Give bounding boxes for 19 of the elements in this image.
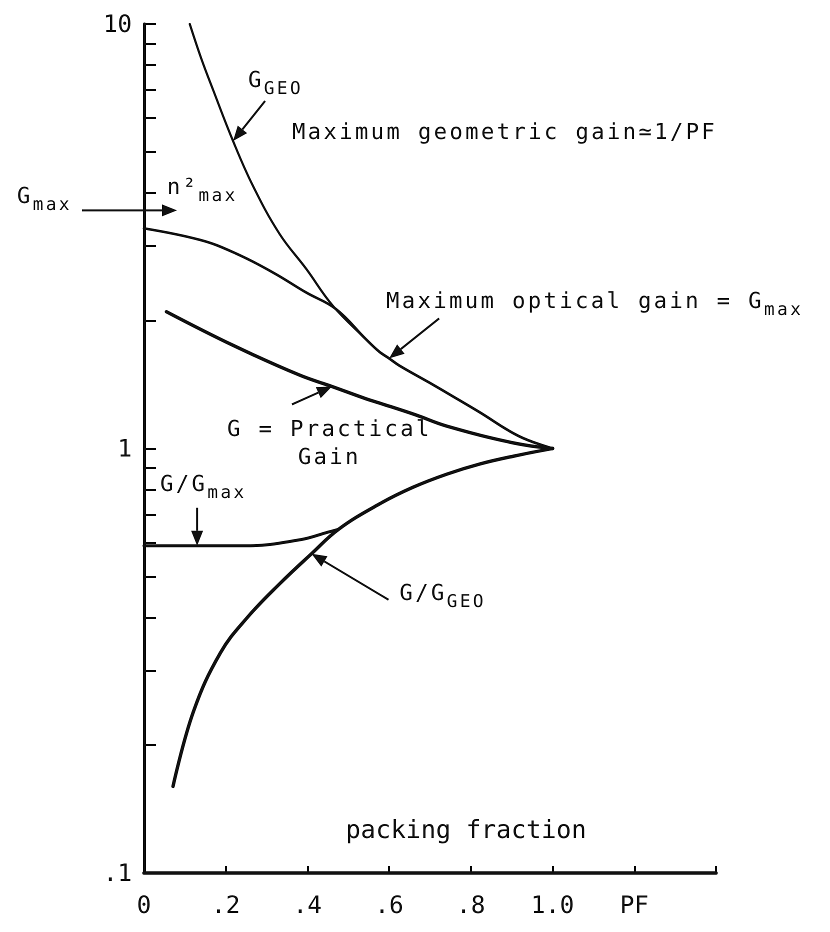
series-label: G/G$_{max}$ [160, 470, 247, 503]
x-axis-title: packing fraction [346, 815, 586, 844]
x-tick-label: .4 [292, 891, 322, 919]
annotation: Maximum geometric gain≃1/PF [292, 119, 718, 147]
text: G$_{max}$ [17, 183, 72, 216]
series-label: G = Practical Gain [226, 416, 433, 472]
annotation: n²$_{max}$ [167, 174, 238, 206]
x-tick-label: 1.0 [530, 891, 574, 919]
y-tick-label: 1 [118, 434, 132, 462]
x-tick-label: .2 [211, 891, 240, 919]
series-label: G$_{GEO}$ [248, 67, 304, 100]
x-tick-label: .6 [374, 891, 404, 919]
legend-label: G/G$_{GEO}$ [400, 580, 486, 612]
y-tick-label: 10 [103, 10, 132, 38]
x-tick-label: PF [620, 891, 649, 919]
series-label: Maximum optical gain = G$_{max}$ [386, 288, 804, 320]
x-tick-label: .8 [456, 891, 486, 919]
y-tick-label: .1 [103, 859, 132, 887]
x-tick-label: 0 [136, 891, 152, 919]
